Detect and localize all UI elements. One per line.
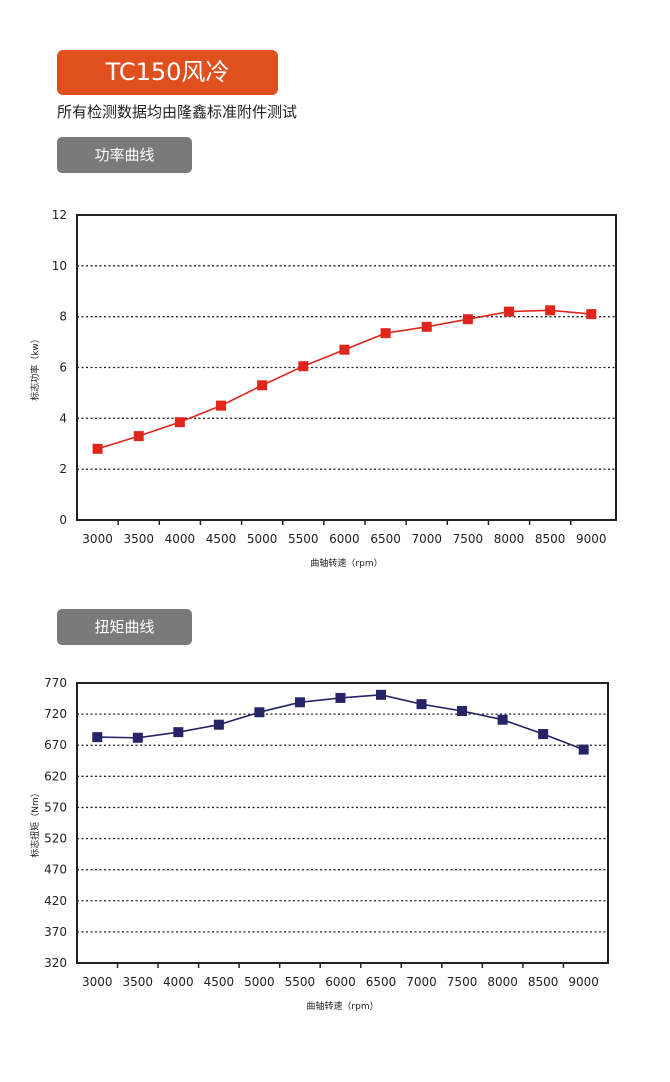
- x-tick-label: 8500: [535, 532, 566, 546]
- power-curve-chart: 0 2 4 6 8 10 12 3000 3500 4000 4500 5000 5500 6000 650…: [29, 208, 617, 569]
- x-axis-label: 曲轴转速（rpm）: [310, 557, 382, 569]
- data-point: [504, 306, 515, 317]
- page-title: TC150风冷: [57, 50, 278, 95]
- x-tick-label: 4500: [204, 975, 235, 989]
- plot-frame: [76, 214, 617, 521]
- x-tick-label: 8000: [494, 532, 525, 546]
- x-tick-label: 7000: [411, 532, 442, 546]
- x-tick-label: 6000: [329, 532, 360, 546]
- y-axis-label: 标志扭矩（Nm）: [29, 788, 41, 858]
- y-tick-label: 0: [59, 513, 67, 527]
- data-point: [380, 328, 391, 339]
- data-point: [586, 309, 597, 320]
- data-point: [298, 361, 309, 372]
- data-point: [538, 729, 549, 740]
- x-tick-label: 5500: [285, 975, 316, 989]
- data-point: [133, 431, 144, 442]
- x-tick-label: 4000: [165, 532, 196, 546]
- data-point: [457, 706, 468, 716]
- x-tick-label: 5000: [244, 975, 275, 989]
- x-tick-label: 8500: [528, 975, 559, 989]
- x-tick-label: 6500: [370, 532, 401, 546]
- y-tick-label: 320: [44, 956, 67, 970]
- data-point: [294, 697, 305, 708]
- y-tick-label: 6: [59, 361, 67, 375]
- x-tick-label: 9000: [576, 532, 607, 546]
- x-axis-label: 曲轴转速（rpm）: [306, 1000, 378, 1012]
- data-point: [173, 727, 184, 738]
- page-subtitle: 所有检测数据均由隆鑫标准附件测试: [57, 103, 298, 121]
- y-tick-label: 2: [59, 462, 67, 476]
- data-point: [545, 305, 556, 316]
- y-tick-label: 470: [44, 863, 67, 877]
- x-tick-label: 7000: [406, 975, 437, 989]
- series-line: [97, 309, 592, 450]
- data-point: [213, 719, 224, 730]
- y-tick-label: 520: [44, 832, 67, 846]
- y-tick-label: 420: [44, 894, 67, 908]
- x-tick-label: 5500: [288, 532, 319, 546]
- plot-frame: [76, 682, 609, 964]
- data-point: [578, 744, 589, 755]
- x-tick-label: 3000: [82, 532, 113, 546]
- y-axis-label: 标志功率（kw）: [29, 334, 41, 401]
- x-tick-label: 8000: [487, 975, 518, 989]
- x-tick-label: 3500: [123, 975, 154, 989]
- data-point: [497, 714, 508, 725]
- x-tick-label: 7500: [447, 975, 478, 989]
- data-point: [174, 417, 185, 428]
- torque-curve-chart: 320 370 420 470 520 570 620 670 720 770 3000 3500 40…: [29, 676, 609, 1012]
- y-tick-label: 4: [59, 411, 67, 425]
- y-tick-label: 670: [44, 738, 67, 752]
- y-tick-label: 720: [44, 707, 67, 721]
- data-point: [254, 707, 265, 718]
- data-point: [216, 400, 227, 411]
- x-tick-label: 5000: [247, 532, 278, 546]
- x-tick-label: 9000: [568, 975, 599, 989]
- data-point: [339, 344, 350, 355]
- data-point: [335, 692, 346, 703]
- y-tick-label: 12: [52, 208, 67, 222]
- tab-torque-curve: 扭矩曲线: [57, 609, 192, 645]
- x-tick-label: 4000: [163, 975, 194, 989]
- x-tick-label: 4500: [206, 532, 237, 546]
- x-tick-label: 3000: [82, 975, 113, 989]
- data-point: [462, 314, 473, 325]
- data-point: [416, 699, 427, 710]
- data-point: [257, 380, 268, 391]
- x-tick-label: 6500: [366, 975, 397, 989]
- data-point: [92, 732, 103, 743]
- data-point: [421, 321, 432, 332]
- y-tick-label: 570: [44, 800, 67, 814]
- data-point: [132, 732, 143, 743]
- data-point: [92, 443, 103, 454]
- tab-power-curve: 功率曲线: [57, 137, 192, 173]
- y-tick-label: 770: [44, 676, 67, 690]
- y-tick-label: 8: [59, 310, 67, 324]
- x-tick-label: 3500: [123, 532, 154, 546]
- x-tick-label: 6000: [325, 975, 356, 989]
- y-tick-label: 10: [52, 259, 67, 273]
- y-tick-label: 620: [44, 769, 67, 783]
- data-point: [376, 689, 387, 700]
- series-line: [97, 693, 584, 751]
- y-tick-label: 370: [44, 925, 67, 939]
- x-tick-label: 7500: [453, 532, 484, 546]
